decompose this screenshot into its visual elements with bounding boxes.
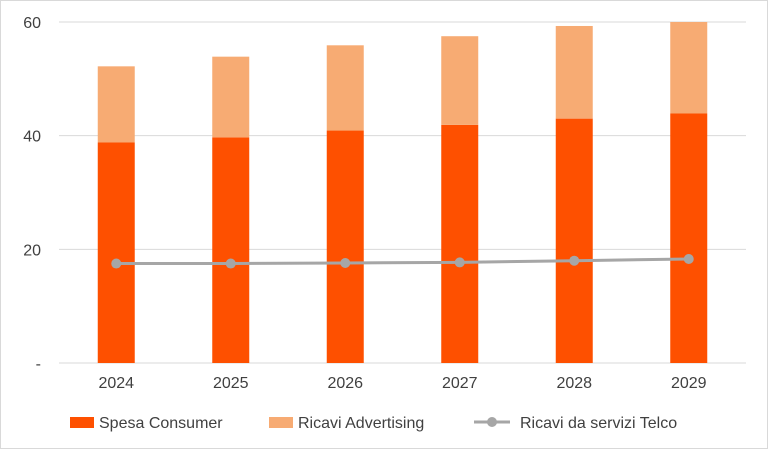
y-axis-ticks: - 20 40 60 (23, 15, 41, 373)
y-tick-label: - (36, 356, 41, 373)
legend-label: Ricavi da servizi Telco (520, 415, 677, 432)
bar-ricavi-advertising (212, 56, 250, 138)
x-tick-label: 2028 (556, 375, 592, 392)
legend-swatch (70, 417, 94, 428)
line-point (569, 255, 580, 266)
legend-swatch-marker (487, 417, 497, 427)
legend-spesa-consumer: Spesa Consumer (70, 415, 223, 432)
legend-label: Ricavi Advertising (298, 415, 424, 432)
bar-spesa-consumer (441, 124, 479, 363)
x-axis-ticks: 2024 2025 2026 2027 2028 2029 (98, 375, 706, 392)
legend-label: Spesa Consumer (99, 415, 223, 432)
bar-ricavi-advertising (670, 22, 708, 114)
legend-ricavi-telco: Ricavi da servizi Telco (474, 415, 677, 432)
y-tick-label: 60 (23, 15, 41, 32)
y-tick-label: 40 (23, 129, 41, 146)
line-point (454, 257, 465, 268)
x-tick-label: 2027 (442, 375, 478, 392)
legend: Spesa Consumer Ricavi Advertising Ricavi d… (70, 415, 677, 432)
line-ricavi-telco (116, 257, 689, 266)
legend-swatch (269, 417, 293, 428)
line-point (683, 253, 694, 264)
x-tick-label: 2024 (98, 375, 134, 392)
x-tick-label: 2026 (327, 375, 363, 392)
bar-spesa-consumer (326, 130, 364, 363)
line-point (225, 258, 236, 269)
line-point (111, 258, 122, 269)
bar-spesa-consumer (670, 113, 708, 363)
line-series (111, 253, 694, 269)
legend-ricavi-advertising: Ricavi Advertising (269, 415, 424, 432)
bar-spesa-consumer (555, 118, 593, 363)
bar-ricavi-advertising (441, 36, 479, 125)
x-tick-label: 2025 (213, 375, 249, 392)
bar-spesa-consumer (97, 142, 135, 363)
bar-spesa-consumer (212, 137, 250, 363)
bar-ricavi-advertising (97, 66, 135, 143)
line-point (340, 257, 351, 268)
bar-ricavi-advertising (326, 45, 364, 131)
x-tick-label: 2029 (671, 375, 707, 392)
gridlines (59, 21, 746, 364)
y-tick-label: 20 (23, 242, 41, 259)
bar-ricavi-advertising (555, 25, 593, 119)
bars (97, 22, 708, 363)
